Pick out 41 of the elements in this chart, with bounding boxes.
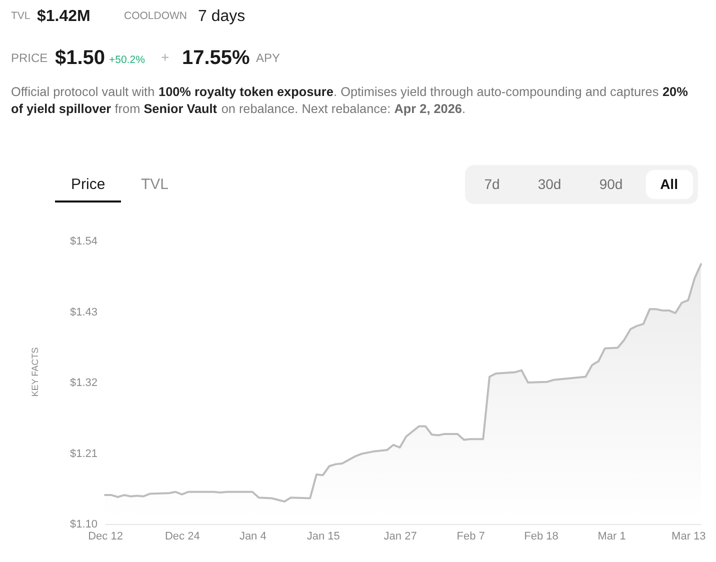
text: Official protocol vault with: [11, 85, 155, 99]
text: +: [161, 49, 170, 65]
text: 30d: [538, 176, 562, 192]
x-tick-label: Feb 18: [524, 530, 558, 542]
text: KEY FACTS: [30, 347, 40, 397]
text: Price: [71, 176, 106, 193]
text: from: [114, 102, 140, 116]
y-tick-label: $1.43: [70, 306, 98, 318]
y-tick-label: $1.54: [70, 236, 98, 248]
x-tick-label: Jan 4: [239, 530, 266, 542]
text: Senior Vault: [144, 102, 218, 116]
x-tick-label: Mar 13: [672, 530, 706, 542]
text: 20%: [662, 85, 688, 99]
text: PRICE: [11, 51, 48, 65]
text: COOLDOWN: [124, 10, 187, 22]
text: TVL: [141, 176, 169, 193]
x-tick-label: Dec 12: [88, 530, 123, 542]
text: +50.2%: [109, 54, 145, 66]
text: APY: [256, 51, 280, 65]
text: Apr 2, 2026: [394, 102, 462, 116]
text: 7d: [484, 176, 500, 192]
text: 90d: [599, 176, 623, 192]
text: $1.42M: [37, 8, 90, 25]
x-tick-label: Dec 24: [164, 530, 200, 542]
text: TVL: [11, 10, 30, 22]
text: . Optimises yield through auto-compounding and captures: [334, 85, 659, 99]
x-tick-label: Feb 7: [456, 530, 485, 542]
text: All: [660, 176, 678, 192]
y-tick-label: $1.10: [70, 518, 98, 530]
text: $1.50: [55, 47, 106, 69]
text: .: [462, 102, 466, 116]
x-tick-label: Jan 27: [384, 530, 417, 542]
text: 7 days: [198, 8, 246, 25]
text: 100% royalty token exposure: [158, 85, 334, 99]
text: 17.55%: [182, 47, 250, 69]
text: on rebalance. Next rebalance:: [221, 102, 391, 116]
y-tick-label: $1.32: [70, 377, 98, 389]
text: of yield spillover: [11, 102, 112, 116]
x-tick-label: Jan 15: [306, 530, 340, 542]
y-tick-label: $1.21: [70, 448, 98, 460]
x-tick-label: Mar 1: [598, 530, 626, 542]
